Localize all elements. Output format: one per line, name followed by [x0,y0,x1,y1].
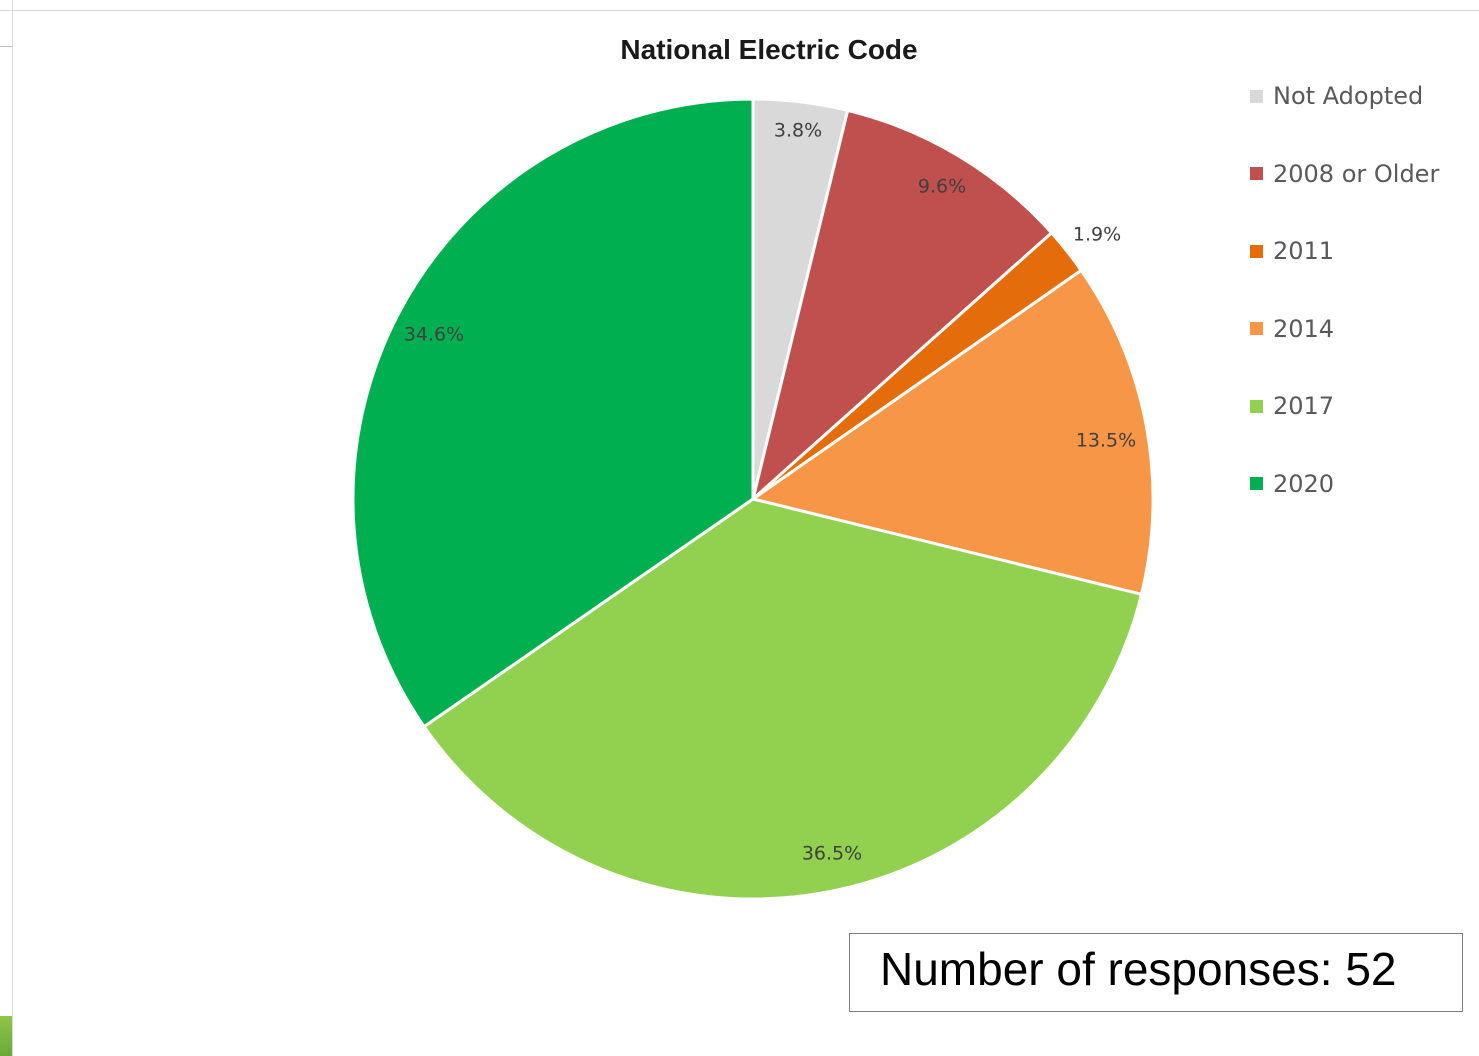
legend-swatch [1250,477,1263,490]
legend-swatch [1250,322,1263,335]
legend-label: 2008 or Older [1273,159,1440,188]
data-label-2008-or-older: 9.6% [918,176,966,198]
data-label-2017: 36.5% [802,843,862,865]
pie-slice-2017 [422,497,1143,901]
legend-item-2017: 2017 [1250,386,1334,426]
pie-slice-2014 [751,268,1155,596]
pie-slice-2020 [351,97,755,729]
legend-swatch [1250,399,1263,413]
chart-title: National Electric Code [620,34,918,65]
legend-item-2020: 2020 [1250,464,1334,504]
data-label-2020: 34.6% [404,324,464,346]
legend-label: Not Adopted [1273,82,1424,110]
slide-left-border [0,0,13,1056]
legend-label: 2011 [1273,237,1335,265]
legend-item-not-adopted: Not Adopted [1250,76,1423,116]
data-label-not-adopted: 3.8% [774,120,822,142]
legend-swatch [1250,89,1263,103]
slide-corner-accent [0,1016,12,1056]
legend-item-2014: 2014 [1250,309,1334,349]
legend-item-2008-or-older: 2008 or Older [1250,154,1439,194]
legend-swatch [1250,167,1263,180]
data-label-2011: 1.9% [1073,224,1121,246]
slide-left-stub [0,46,12,47]
legend-label: 2017 [1273,392,1335,420]
data-label-2014: 13.5% [1076,430,1136,452]
legend-label: 2014 [1273,314,1335,343]
responses-count-text: Number of responses: 52 [880,943,1397,995]
slide-top-border [0,0,1479,11]
legend-item-2011: 2011 [1250,231,1334,271]
pie-slice-2008-or-older [751,108,1054,501]
responses-count-box: Number of responses: 52 [849,933,1463,1012]
legend-label: 2020 [1273,469,1335,498]
legend-swatch [1250,244,1263,258]
